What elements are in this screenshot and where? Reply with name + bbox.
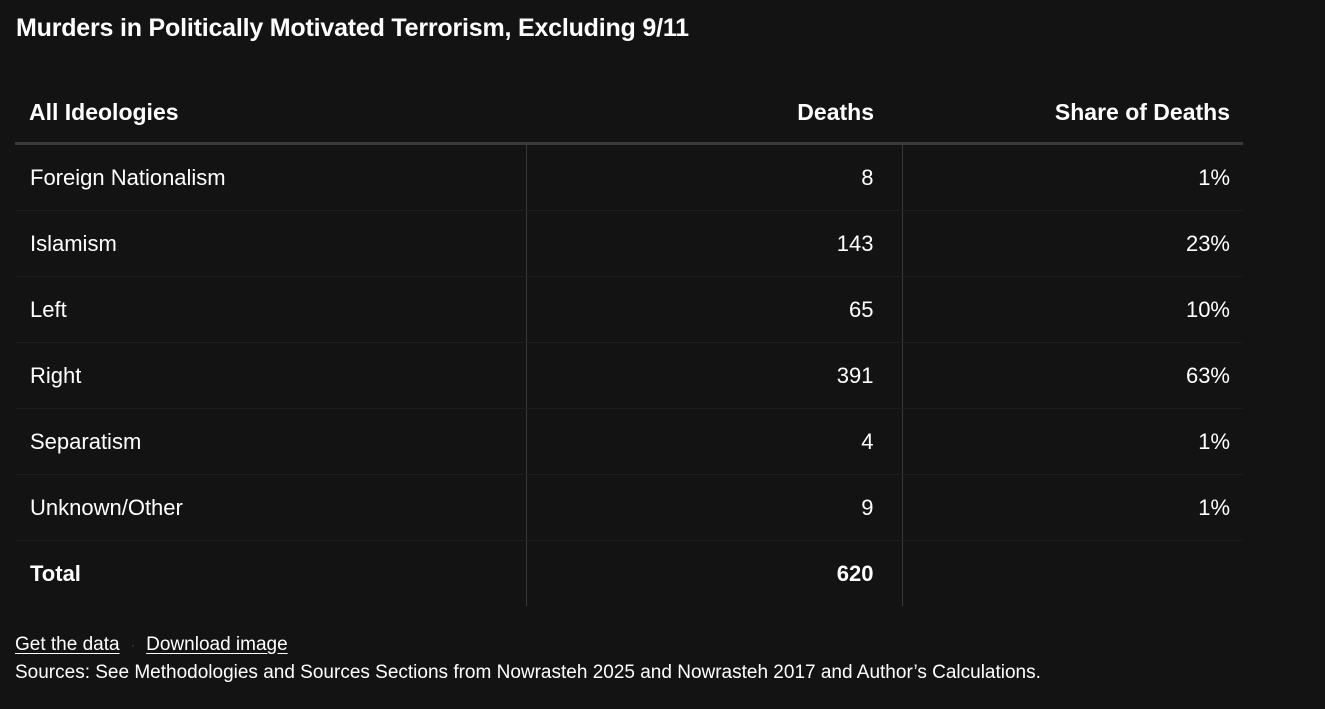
table-row: Islamism 143 23%	[15, 210, 1243, 277]
share-cell: 10%	[902, 276, 1243, 343]
share-cell: 1%	[902, 143, 1243, 211]
column-header-share: Share of Deaths	[902, 82, 1243, 145]
total-row: Total 620	[15, 540, 1243, 607]
table-row: Foreign Nationalism 8 1%	[15, 143, 1243, 211]
share-cell: 23%	[902, 210, 1243, 277]
download-image-link[interactable]: Download image	[146, 634, 288, 655]
column-header-ideology: All Ideologies	[15, 82, 526, 145]
chart-title: Murders in Politically Motivated Terrori…	[16, 14, 689, 42]
deaths-cell: 8	[526, 143, 903, 211]
column-header-deaths: Deaths	[526, 82, 902, 145]
deaths-cell: 391	[526, 342, 903, 409]
footer-links: Get the data · Download image	[15, 634, 288, 656]
table-body: Foreign Nationalism 8 1% Islamism 143 23% Left…	[15, 143, 1243, 607]
data-table: All Ideologies Deaths Share of Deaths Fo…	[15, 82, 1243, 606]
ideology-cell: Left	[15, 276, 527, 343]
deaths-cell: 143	[526, 210, 903, 277]
link-separator: ·	[130, 637, 135, 652]
table-row: Separatism 4 1%	[15, 408, 1243, 475]
ideology-cell: Separatism	[15, 408, 527, 475]
share-cell: 1%	[902, 408, 1243, 475]
ideology-cell: Foreign Nationalism	[15, 143, 527, 211]
total-label: Total	[15, 540, 527, 606]
total-share	[902, 541, 1243, 607]
deaths-cell: 4	[526, 408, 903, 475]
share-cell: 1%	[902, 474, 1243, 541]
ideology-cell: Right	[15, 342, 527, 409]
share-cell: 63%	[902, 342, 1243, 409]
table-header-row: All Ideologies Deaths Share of Deaths	[15, 82, 1243, 145]
deaths-cell: 9	[526, 474, 903, 541]
table-row: Left 65 10%	[15, 276, 1243, 343]
ideology-cell: Unknown/Other	[15, 474, 527, 541]
ideology-cell: Islamism	[15, 210, 527, 277]
sources-note: Sources: See Methodologies and Sources S…	[15, 662, 1041, 683]
get-data-link[interactable]: Get the data	[15, 634, 120, 655]
table-row: Right 391 63%	[15, 342, 1243, 409]
total-deaths: 620	[526, 540, 903, 606]
deaths-cell: 65	[526, 276, 903, 343]
table-row: Unknown/Other 9 1%	[15, 474, 1243, 541]
